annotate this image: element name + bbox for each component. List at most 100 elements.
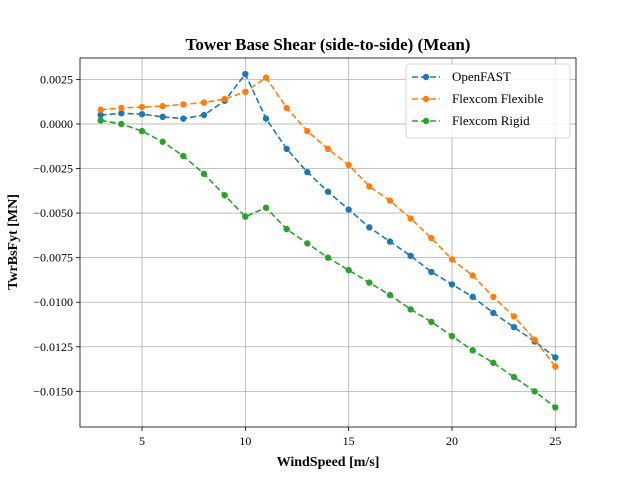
- data-point-flexcom-rigid: [490, 359, 497, 367]
- plot-frame: [79, 57, 577, 428]
- data-point-flexcom-flexible: [159, 102, 166, 110]
- legend-label: Flexcom Rigid: [452, 113, 530, 128]
- legend-item-flexcom-rigid: Flexcom Rigid: [412, 113, 530, 128]
- x-axis-title: WindSpeed [m/s]: [277, 455, 380, 470]
- y-tick-label: −0.0150: [33, 384, 73, 398]
- data-point-flexcom-flexible: [490, 293, 497, 301]
- chart-title: Tower Base Shear (side-to-side) (Mean): [186, 35, 471, 54]
- data-point-flexcom-rigid: [345, 266, 352, 274]
- y-tick-label: −0.0100: [33, 295, 73, 309]
- data-point-flexcom-flexible: [531, 336, 538, 343]
- y-tick-label: −0.0125: [33, 340, 73, 354]
- x-tick-label: 10: [239, 434, 251, 448]
- data-point-flexcom-flexible: [304, 127, 311, 135]
- legend-item-openfast: OpenFAST: [412, 69, 511, 84]
- data-point-openfast: [366, 224, 373, 231]
- data-point-flexcom-rigid: [448, 332, 456, 340]
- data-point-openfast: [448, 281, 456, 288]
- data-point-flexcom-flexible: [386, 197, 394, 204]
- x-tick-label: 15: [343, 434, 355, 448]
- data-point-flexcom-flexible: [407, 215, 414, 222]
- y-tick-label: 0.0000: [40, 117, 73, 131]
- data-point-flexcom-rigid: [180, 152, 187, 160]
- y-tick-label: −0.0075: [33, 251, 73, 265]
- data-point-openfast: [407, 252, 414, 260]
- legend-item-flexcom-flexible: Flexcom Flexible: [412, 91, 544, 106]
- data-point-flexcom-flexible: [283, 104, 290, 112]
- data-point-flexcom-flexible: [97, 106, 104, 113]
- data-point-flexcom-rigid: [118, 120, 125, 128]
- data-point-openfast: [469, 293, 476, 301]
- grid: [80, 58, 576, 427]
- data-point-openfast: [118, 110, 125, 117]
- x-tick-label: 5: [139, 434, 145, 448]
- data-point-openfast: [200, 111, 208, 119]
- data-point-flexcom-flexible: [366, 183, 373, 190]
- series-flexcom-rigid: [97, 117, 559, 411]
- data-point-openfast: [159, 113, 166, 121]
- data-point-flexcom-flexible: [469, 272, 476, 279]
- data-point-openfast: [180, 115, 187, 122]
- data-point-flexcom-rigid: [552, 404, 559, 411]
- y-tick-label: −0.0025: [33, 162, 73, 176]
- legend-marker: [422, 73, 430, 81]
- data-point-flexcom-flexible: [200, 99, 208, 106]
- data-point-openfast: [262, 115, 270, 122]
- legend-label: OpenFAST: [452, 69, 511, 84]
- legend-marker: [422, 117, 430, 125]
- data-point-flexcom-rigid: [262, 204, 270, 211]
- data-point-flexcom-flexible: [448, 256, 456, 263]
- data-point-flexcom-flexible: [242, 88, 249, 96]
- data-point-flexcom-flexible: [262, 74, 270, 81]
- data-point-flexcom-rigid: [159, 138, 166, 145]
- data-point-flexcom-flexible: [510, 313, 518, 320]
- series-flexcom-flexible: [97, 74, 559, 370]
- y-axis-title: TwrBsFyt [MN]: [6, 194, 21, 290]
- series-line-flexcom-rigid: [100, 119, 556, 409]
- data-point-flexcom-rigid: [304, 240, 311, 247]
- data-point-flexcom-rigid: [386, 291, 394, 299]
- data-point-flexcom-flexible: [428, 234, 435, 242]
- data-point-flexcom-rigid: [407, 306, 414, 313]
- data-point-flexcom-rigid: [200, 170, 208, 178]
- data-point-flexcom-flexible: [552, 363, 559, 370]
- data-point-openfast: [138, 110, 146, 118]
- data-point-openfast: [97, 111, 104, 119]
- data-point-flexcom-rigid: [221, 192, 228, 199]
- y-tick-label: 0.0025: [40, 72, 73, 86]
- legend: OpenFAST Flexcom Flexible Flexcom Rigid: [405, 63, 571, 139]
- data-point-flexcom-rigid: [531, 388, 538, 395]
- data-point-openfast: [304, 168, 311, 176]
- data-point-flexcom-rigid: [283, 225, 290, 233]
- data-point-openfast: [386, 238, 394, 245]
- data-point-flexcom-flexible: [324, 145, 332, 153]
- x-tick-label: 20: [446, 434, 458, 448]
- data-point-flexcom-flexible: [138, 103, 146, 111]
- data-point-flexcom-rigid: [510, 373, 518, 381]
- data-point-openfast: [345, 206, 352, 213]
- data-point-flexcom-flexible: [180, 101, 187, 108]
- data-point-openfast: [242, 70, 249, 78]
- data-point-openfast: [490, 309, 497, 317]
- x-tick-label: 25: [549, 434, 561, 448]
- legend-label: Flexcom Flexible: [452, 91, 544, 106]
- data-point-flexcom-flexible: [345, 161, 352, 169]
- data-point-flexcom-flexible: [118, 104, 125, 112]
- data-point-openfast: [428, 268, 435, 276]
- data-point-flexcom-rigid: [97, 117, 104, 124]
- data-point-flexcom-rigid: [366, 279, 373, 286]
- data-point-flexcom-rigid: [242, 213, 249, 220]
- data-point-openfast: [324, 188, 332, 195]
- data-point-flexcom-flexible: [221, 95, 228, 103]
- data-point-flexcom-rigid: [324, 254, 332, 261]
- legend-box: [405, 63, 571, 139]
- data-point-openfast: [510, 323, 518, 331]
- data-point-openfast: [283, 145, 290, 153]
- data-point-flexcom-rigid: [138, 127, 146, 135]
- data-point-flexcom-rigid: [469, 347, 476, 354]
- data-point-flexcom-rigid: [428, 318, 435, 326]
- legend-marker: [422, 95, 430, 103]
- y-tick-label: −0.0050: [33, 206, 73, 220]
- x-axis: 5 10 15 20 25: [139, 427, 561, 448]
